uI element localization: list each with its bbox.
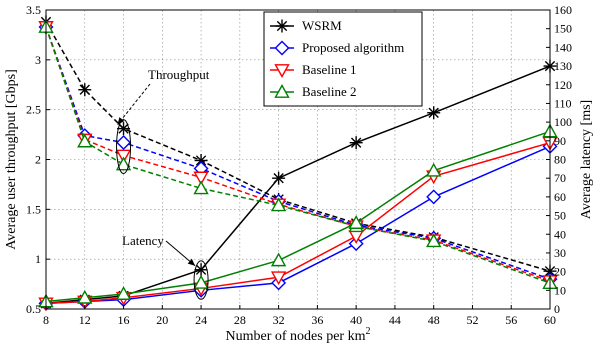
legend-marker-proposed-algorithm — [274, 40, 290, 56]
y-right-tick-label: 110 — [554, 96, 572, 110]
baseline-2-latency-point — [426, 162, 442, 177]
y-right-tick-label: 70 — [554, 171, 566, 185]
y-left-tick-label: 2.5 — [26, 103, 41, 117]
y-right-tick-label: 130 — [554, 59, 572, 73]
baseline-1-latency-point — [270, 271, 287, 286]
x-tick-label: 60 — [544, 313, 556, 327]
proposed-algorithm-throughput-line — [45, 26, 551, 280]
x-tick-label: 12 — [79, 313, 91, 327]
x-axis-title-text: Number of nodes per km — [226, 329, 366, 344]
x-axis-title: Number of nodes per km2 — [226, 326, 371, 344]
x-tick-label: 16 — [118, 313, 130, 327]
x-tick-label: 8 — [43, 313, 49, 327]
proposed-algorithm-latency-point — [426, 189, 442, 205]
legend-box — [263, 11, 423, 107]
baseline-2-latency-point — [348, 215, 364, 229]
throughput-ellipse — [116, 119, 132, 174]
wsrm-latency-point — [272, 171, 286, 185]
axis-ticks: 8 12 16 20 24 28 32 36 40 44 48 52 56 60 0.5 1 1.5 2 2.5 3 3… — [26, 3, 572, 327]
legend-label-baseline-1: Baseline 1 — [302, 62, 357, 77]
throughput-arrow — [117, 83, 151, 125]
legend-marker-baseline-1 — [274, 64, 290, 78]
baseline-2-throughput-point — [426, 233, 442, 248]
y-left-tick-label: 0.5 — [26, 302, 41, 316]
baseline-2-latency-point — [115, 286, 132, 300]
legend: WSRM Proposed algorithm Baseline 1 Baseline… — [263, 11, 423, 107]
wsrm-latency-point — [349, 136, 363, 150]
wsrm-throughput-point — [117, 122, 131, 136]
x-tick-label: 44 — [389, 313, 401, 327]
x-tick-label: 36 — [311, 313, 323, 327]
y-right-tick-label: 160 — [554, 3, 572, 17]
baseline-2-latency-point — [77, 289, 93, 304]
legend-label-proposed-algorithm: Proposed algorithm — [302, 40, 404, 55]
legend-marker-wsrm — [275, 19, 289, 33]
wsrm-latency-point — [427, 106, 441, 120]
y-right-tick-label: 50 — [554, 209, 566, 223]
x-tick-label: 20 — [156, 313, 168, 327]
wsrm-throughput-point — [194, 153, 208, 167]
y-right-tick-label: 40 — [554, 227, 566, 241]
y-left-tick-label: 2 — [35, 153, 41, 167]
baseline-1-latency-line — [45, 141, 551, 305]
legend-label-baseline-2: Baseline 2 — [302, 84, 357, 99]
baseline-1-throughput-point — [193, 171, 209, 186]
y-left-tick-label: 1.5 — [26, 202, 41, 216]
baseline-2-latency-point — [270, 252, 287, 267]
x-axis-title-superscript: 2 — [365, 326, 370, 337]
y-right-tick-label: 100 — [554, 115, 572, 129]
baseline-1-throughput-point — [115, 149, 132, 164]
wsrm-throughput-point — [78, 83, 92, 97]
y-left-tick-label: 3 — [35, 53, 41, 67]
y-left-tick-label: 3.5 — [26, 3, 41, 17]
y-right-tick-label: 80 — [554, 153, 566, 167]
proposed-algorithm-throughput-point — [116, 135, 132, 151]
legend-marker-baseline-2 — [274, 84, 290, 98]
wsrm-throughput-line — [45, 21, 551, 272]
x-tick-label: 24 — [195, 313, 207, 327]
y-right-tick-label: 140 — [554, 40, 572, 54]
y-right-tick-label: 60 — [554, 190, 566, 204]
latency-arrowhead — [187, 258, 196, 266]
baseline-2-latency-line — [45, 130, 551, 303]
y-right-tick-label: 20 — [554, 265, 566, 279]
baseline-2-throughput-point — [193, 180, 209, 195]
y-right-tick-label: 10 — [554, 283, 566, 297]
baseline-1-throughput-line — [45, 26, 551, 282]
y-right-tick-label: 0 — [554, 302, 560, 316]
y-right-tick-label: 90 — [554, 134, 566, 148]
baseline-2-throughput-point — [270, 197, 287, 212]
throughput-annotation: Throughput — [148, 67, 210, 82]
y-right-tick-label: 150 — [554, 22, 572, 36]
y-left-tick-label: 1 — [35, 252, 41, 266]
y-axis-right-title: Average latency [ms] — [579, 100, 594, 219]
y-right-tick-label: 120 — [554, 78, 572, 92]
latency-ellipse — [193, 260, 209, 300]
wsrm-latency-point — [194, 263, 208, 277]
x-tick-label: 48 — [428, 313, 440, 327]
x-tick-label: 52 — [466, 313, 478, 327]
x-tick-label: 28 — [234, 313, 246, 327]
latency-annotation: Latency — [122, 233, 164, 248]
x-tick-label: 56 — [505, 313, 517, 327]
y-right-tick-label: 30 — [554, 246, 566, 260]
annotations: Throughput Latency — [116, 67, 210, 300]
baseline-2-throughput-point — [77, 133, 93, 148]
y-axis-left-title: Average user throughput [Gbps] — [4, 69, 19, 250]
baseline-2-latency-point — [193, 274, 209, 289]
throughput-arrowhead — [117, 117, 125, 125]
legend-label-wsrm: WSRM — [302, 18, 342, 33]
x-tick-label: 40 — [350, 313, 362, 327]
baseline-2-throughput-point — [115, 156, 132, 171]
x-tick-label: 32 — [273, 313, 285, 327]
legend-items: WSRM Proposed algorithm Baseline 1 Baseline… — [270, 18, 404, 99]
